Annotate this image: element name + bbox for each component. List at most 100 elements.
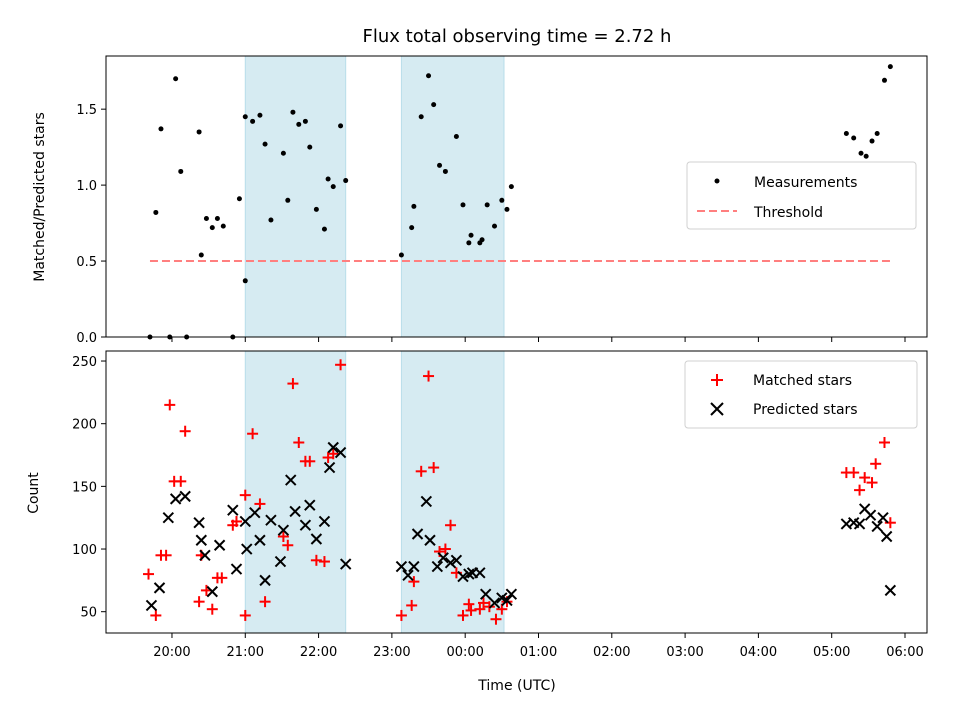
predicted-star-point [457, 570, 469, 583]
predicted-star-point [402, 569, 414, 582]
predicted-star-point [249, 506, 261, 519]
measurement-point [338, 123, 344, 129]
matched-star-point [239, 489, 251, 501]
predicted-star-point [259, 574, 271, 587]
measurement-point [285, 197, 291, 203]
measurement-point [409, 225, 415, 231]
predicted-star-point [213, 539, 226, 551]
top-observing-windows [244, 55, 505, 338]
observing-window-1 [400, 55, 505, 338]
matched-star-point [175, 475, 187, 487]
bottom-panel: 50 100 150 200 250 20:00 21:00 22:00 23:00 00:00… [26, 350, 928, 694]
matched-star-point [878, 436, 890, 448]
measurement-point [851, 135, 857, 141]
x-axis-label: Time (UTC) [477, 678, 555, 694]
predicted-star-point [505, 588, 518, 600]
predicted-star-point [408, 560, 420, 573]
x-tick-label: 02:00 [593, 645, 630, 660]
bottom-x-ticks: 20:00 21:00 22:00 23:00 00:00 01:00 02:00 03:00… [153, 633, 924, 660]
measurement-point [158, 126, 164, 132]
measurement-point [153, 209, 159, 215]
measurement-point [236, 196, 242, 202]
x-tick-label: 00:00 [446, 645, 483, 660]
measurement-point [398, 252, 404, 258]
y-tick-label: 250 [72, 355, 97, 370]
bottom-axes-frame [105, 350, 928, 634]
measurement-point [198, 252, 204, 258]
measurement-point [504, 206, 510, 212]
top-legend-box [686, 161, 917, 230]
matched-star-point [439, 543, 451, 555]
y-tick-label: 1.5 [76, 103, 97, 118]
measurement-point [280, 150, 286, 156]
predicted-star-point [206, 585, 218, 598]
matched-star-point [496, 603, 508, 615]
measurement-point [843, 130, 849, 136]
measurement-point [453, 134, 459, 140]
predicted-star-point [169, 493, 182, 505]
predicted-star-point [162, 511, 175, 524]
measurement-point [220, 223, 226, 229]
matched-star-point [457, 609, 469, 621]
y-tick-label: 50 [80, 606, 97, 621]
measurement-point [242, 114, 248, 120]
predicted-star-point [411, 528, 424, 540]
measurement-point [307, 144, 313, 150]
x-tick-label: 03:00 [666, 645, 703, 660]
bottom-y-ticks: 50 100 150 200 250 [72, 355, 106, 621]
predicted-star-point [145, 599, 158, 612]
predicted-star-point [323, 461, 336, 474]
matched-star-point [259, 596, 271, 608]
matched-star-point [179, 425, 191, 437]
matched-star-point [310, 554, 322, 566]
matched-star-point [318, 556, 330, 568]
top-axes-frame [105, 55, 928, 338]
measurement-point [426, 73, 432, 79]
x-tick-label: 21:00 [227, 645, 264, 660]
predicted-star-point [437, 552, 449, 564]
observing-window-0 [244, 55, 347, 338]
measurement-point [313, 206, 319, 212]
matched-star-point [406, 599, 418, 611]
measurement-point [508, 184, 514, 190]
measurement-points [147, 64, 893, 340]
top-panel: 0.0 0.5 1.0 1.5 Matched/Predicted stars Mea… [32, 55, 928, 346]
predicted-star-point [334, 446, 347, 459]
matched-star-point [335, 359, 347, 371]
matched-star-point [408, 576, 420, 588]
measurement-point [242, 278, 248, 284]
measurement-point [418, 114, 424, 120]
measurement-point [466, 240, 472, 246]
y-tick-label: 0.0 [76, 331, 97, 346]
predicted-star-point [277, 524, 290, 536]
measurement-point [325, 176, 331, 182]
predicted-star-point [289, 505, 301, 518]
y-tick-label: 1.0 [76, 179, 97, 194]
legend-threshold-label: Threshold [753, 205, 823, 221]
predicted-star-point [179, 490, 191, 503]
measurement-point [858, 150, 864, 156]
x-tick-label: 01:00 [520, 645, 557, 660]
predicted-star-point [241, 543, 253, 555]
measurement-point [268, 217, 274, 223]
measurement-point [178, 168, 184, 174]
x-tick-label: 22:00 [300, 645, 337, 660]
x-tick-label: 05:00 [813, 645, 850, 660]
predicted-star-point [318, 515, 331, 528]
predicted-star-point [474, 567, 486, 579]
matched-star-point [474, 603, 486, 615]
measurement-point [209, 225, 215, 231]
predicted-star-point [450, 554, 463, 567]
matched-star-point [193, 596, 205, 608]
predicted-stars-points [145, 441, 897, 612]
predicted-star-point [501, 594, 513, 607]
legend-predicted-marker [710, 402, 724, 416]
matched-star-point [277, 530, 289, 542]
measurement-point [321, 226, 327, 232]
measurement-point [437, 162, 443, 168]
predicted-star-point [431, 560, 444, 573]
y-tick-label: 150 [72, 480, 97, 495]
predicted-star-point [339, 558, 352, 570]
measurement-point [343, 178, 349, 184]
measurement-point [330, 184, 336, 190]
